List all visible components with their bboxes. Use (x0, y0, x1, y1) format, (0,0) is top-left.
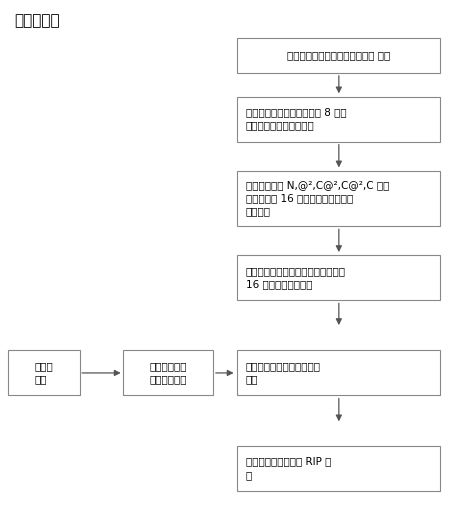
Bar (237, 350, 440, 396)
Text: 二进制加密防伪信息信道编码，生成
16 位二进制调制信号: 二进制加密防伪信息信道编码，生成 16 位二进制调制信号 (246, 266, 346, 289)
Text: 防伪信息数字化处理，生成 8 位一
组的二进制防伪信息表。: 防伪信息数字化处理，生成 8 位一 组的二进制防伪信息表。 (246, 107, 346, 131)
Text: 原始防伪信息（图像、文字、商 标）: 原始防伪信息（图像、文字、商 标） (287, 51, 390, 60)
Text: 通过位扩展和 N,@²,C@²,C@²,C 加密
运算，生成 16 位一组二进制加密防
伪信息表: 通过位扩展和 N,@²,C@²,C@²,C 加密 运算，生成 16 位一组二进制… (246, 180, 389, 216)
Text: 输出嵌入防伪信息的 RIP 文
件: 输出嵌入防伪信息的 RIP 文 件 (246, 457, 331, 480)
Bar (123, 350, 213, 396)
Text: 加密流程图: 加密流程图 (14, 13, 59, 28)
Bar (237, 445, 440, 491)
Text: 循环查表法调制调幅网点的
形状: 循环查表法调制调幅网点的 形状 (246, 361, 321, 385)
Bar (8, 350, 79, 396)
Bar (237, 256, 440, 300)
Bar (237, 96, 440, 141)
Text: 图像栅格化处
理、混合加网: 图像栅格化处 理、混合加网 (149, 361, 187, 385)
Bar (237, 38, 440, 72)
Text: 连续调
图像: 连续调 图像 (35, 361, 53, 385)
Bar (237, 170, 440, 226)
